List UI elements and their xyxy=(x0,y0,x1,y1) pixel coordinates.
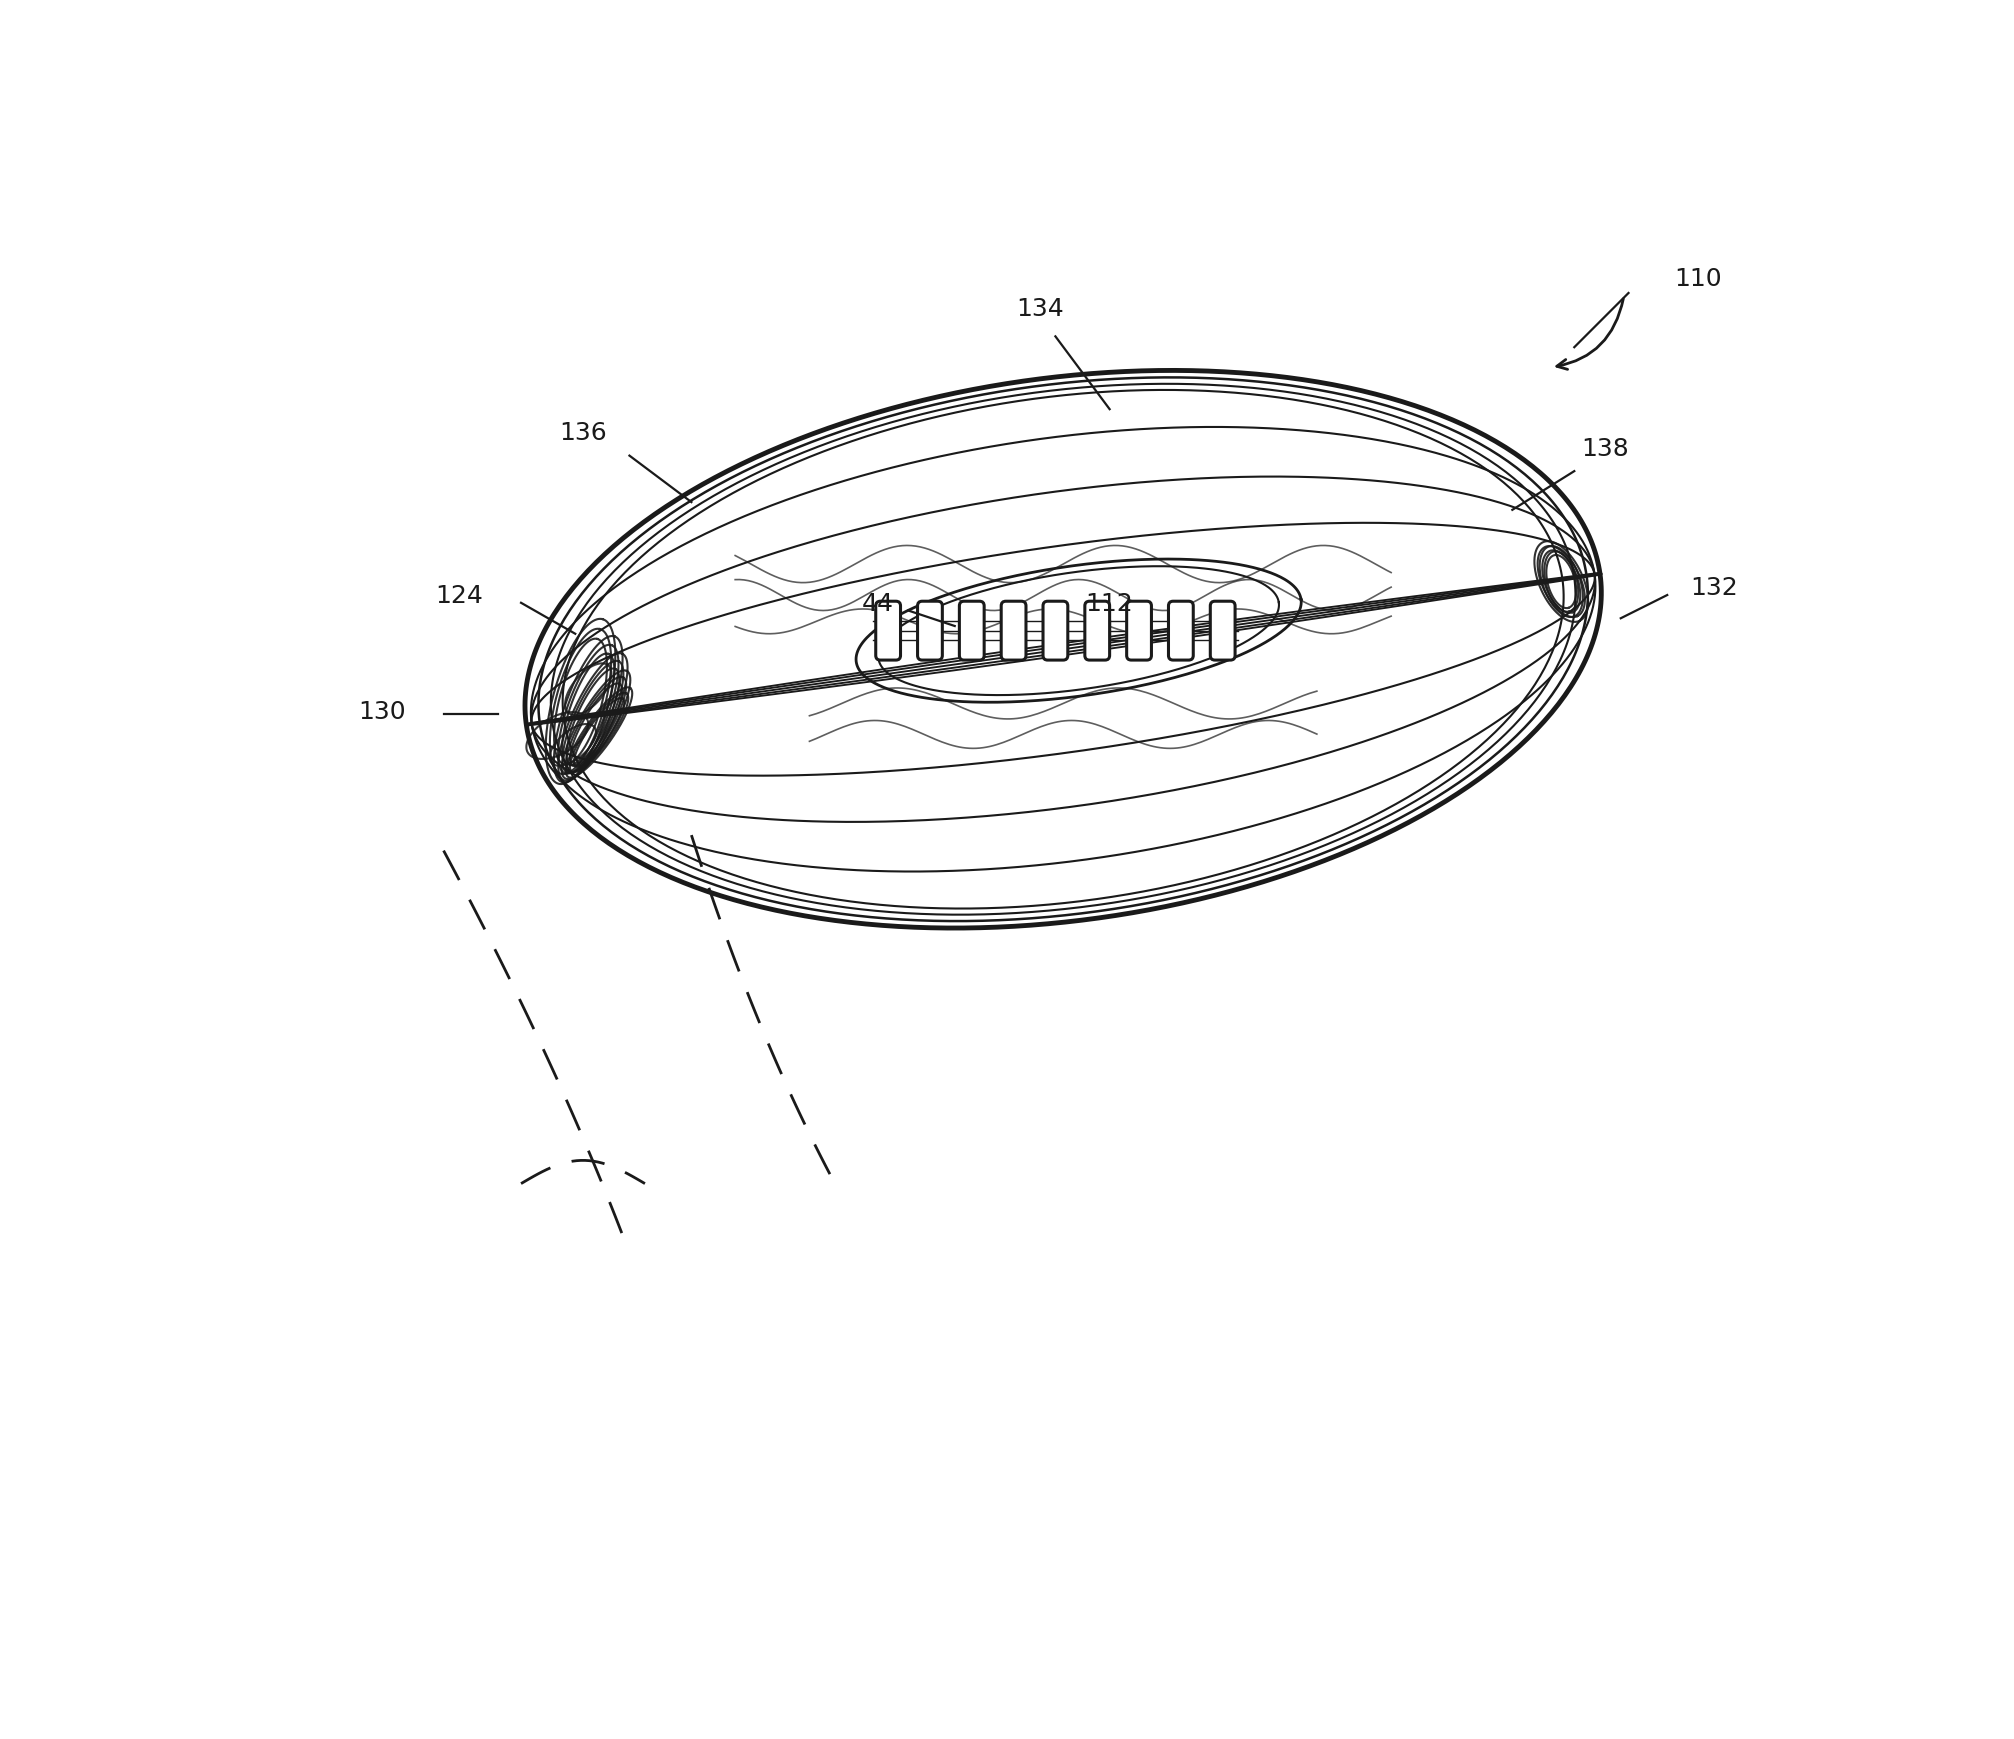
FancyBboxPatch shape xyxy=(1126,602,1152,661)
FancyBboxPatch shape xyxy=(1043,602,1067,661)
FancyBboxPatch shape xyxy=(959,602,985,661)
FancyBboxPatch shape xyxy=(1086,602,1110,661)
FancyBboxPatch shape xyxy=(1210,602,1235,661)
Text: 132: 132 xyxy=(1690,576,1738,600)
Text: 136: 136 xyxy=(560,421,606,445)
FancyBboxPatch shape xyxy=(1001,602,1025,661)
Text: 134: 134 xyxy=(1015,297,1063,322)
Text: 112: 112 xyxy=(1086,591,1134,616)
Text: 138: 138 xyxy=(1581,436,1629,461)
Text: 130: 130 xyxy=(358,699,405,723)
FancyBboxPatch shape xyxy=(1168,602,1192,661)
FancyBboxPatch shape xyxy=(876,602,900,661)
Text: 124: 124 xyxy=(435,584,483,607)
Text: 44: 44 xyxy=(862,591,894,616)
FancyBboxPatch shape xyxy=(918,602,943,661)
Text: 110: 110 xyxy=(1674,266,1722,290)
